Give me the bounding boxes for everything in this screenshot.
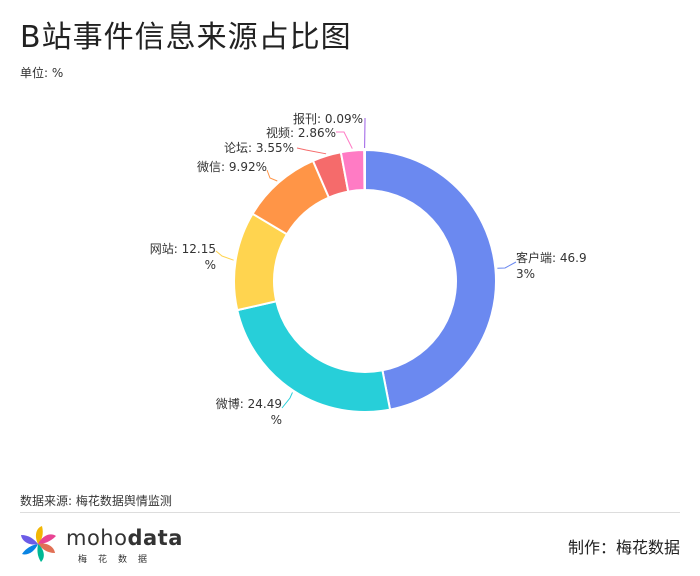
slice-label-1: 客户端: 46.9 3% bbox=[516, 250, 587, 281]
slice-label-7: 报刊: 0.09% bbox=[293, 111, 363, 126]
unit-label: 单位: % bbox=[20, 66, 64, 80]
leader-line-6 bbox=[336, 131, 353, 149]
mohodata-logo-icon bbox=[21, 526, 56, 562]
donut-chart: 客户端: 46.9 3%微博: 24.49 %网站: 12.15 %微信: 9.92%… bbox=[150, 111, 587, 427]
page-title: B站事件信息来源占比图 bbox=[20, 20, 352, 55]
slice-label-2: 微博: 24.49% bbox=[216, 396, 282, 427]
brand-name: mohodata bbox=[66, 526, 183, 550]
labels-group: 客户端: 46.9 3%微博: 24.49 %网站: 12.15 %微信: 9.92%… bbox=[150, 111, 587, 427]
slice-label-line: 3% bbox=[516, 267, 535, 281]
slice-label-line: 微信: 9.92% bbox=[197, 160, 267, 174]
slice-label-3: 网站: 12.15% bbox=[150, 242, 216, 272]
slice-label-line: 客户端: 46.9 bbox=[516, 250, 587, 265]
leader-line-3 bbox=[215, 250, 234, 261]
leader-line-2 bbox=[281, 392, 293, 409]
slice-label-6: 视频: 2.86% bbox=[266, 125, 336, 140]
slice-label-line: 视频: 2.86% bbox=[266, 125, 336, 140]
slice-label-line: % bbox=[205, 258, 216, 272]
leader-line-4 bbox=[266, 169, 278, 182]
leader-lines-group bbox=[215, 118, 517, 409]
slice-label-line: 微博: 24.49 bbox=[216, 396, 282, 411]
leader-line-1 bbox=[497, 261, 517, 269]
slice-label-line: 论坛: 3.55% bbox=[224, 141, 294, 155]
slice-label-line: 网站: 12.15 bbox=[150, 242, 216, 256]
brand-subtitle: 梅花数据 bbox=[78, 555, 159, 565]
slice-7 bbox=[363, 148, 366, 192]
slice-label-line: % bbox=[271, 413, 282, 427]
brand-name-bold: data bbox=[127, 526, 183, 550]
brand-name-light: moho bbox=[66, 526, 128, 550]
slice-label-4: 微信: 9.92% bbox=[197, 160, 267, 174]
slice-label-line: 报刊: 0.09% bbox=[293, 111, 363, 126]
slices-group bbox=[233, 148, 497, 413]
footer-divider bbox=[20, 512, 680, 513]
slice-label-5: 论坛: 3.55% bbox=[224, 141, 294, 155]
data-source: 数据来源: 梅花数据舆情监测 bbox=[20, 494, 172, 508]
slice-1 bbox=[364, 148, 497, 411]
leader-line-5 bbox=[296, 147, 327, 155]
slice-2 bbox=[236, 300, 392, 413]
maker-credit: 制作：梅花数据 bbox=[567, 538, 680, 557]
